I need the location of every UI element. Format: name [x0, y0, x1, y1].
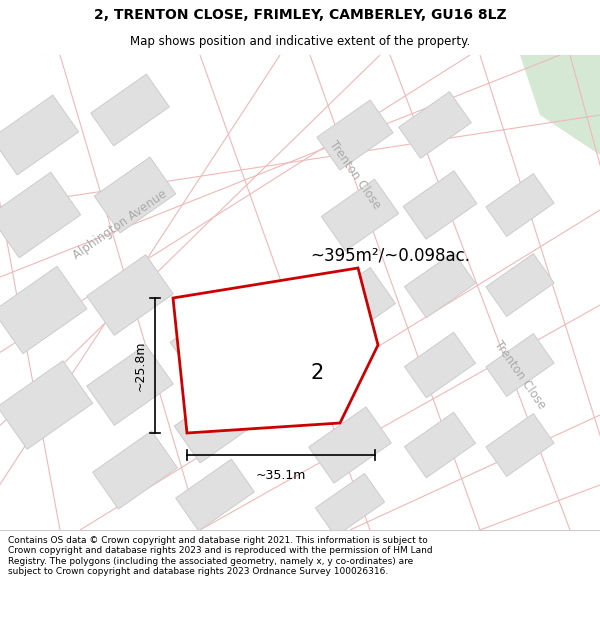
- Polygon shape: [486, 254, 554, 316]
- Polygon shape: [87, 255, 173, 335]
- Text: ~25.8m: ~25.8m: [134, 340, 147, 391]
- Polygon shape: [94, 157, 176, 233]
- Polygon shape: [91, 74, 169, 146]
- Polygon shape: [403, 171, 477, 239]
- Polygon shape: [399, 92, 471, 158]
- Text: 2, TRENTON CLOSE, FRIMLEY, CAMBERLEY, GU16 8LZ: 2, TRENTON CLOSE, FRIMLEY, CAMBERLEY, GU…: [94, 8, 506, 22]
- Text: Alphington Avenue: Alphington Avenue: [71, 188, 169, 262]
- Text: Trenton Close: Trenton Close: [326, 138, 383, 212]
- Polygon shape: [176, 459, 254, 531]
- Polygon shape: [174, 387, 256, 463]
- Polygon shape: [0, 266, 87, 354]
- Polygon shape: [170, 303, 250, 377]
- Polygon shape: [486, 414, 554, 476]
- Polygon shape: [520, 55, 600, 155]
- Polygon shape: [404, 253, 475, 318]
- Polygon shape: [309, 407, 391, 483]
- Polygon shape: [316, 474, 385, 536]
- Polygon shape: [322, 179, 398, 251]
- Polygon shape: [0, 361, 92, 449]
- Polygon shape: [173, 268, 378, 433]
- Polygon shape: [486, 174, 554, 236]
- Polygon shape: [0, 95, 79, 175]
- Polygon shape: [404, 412, 475, 478]
- Text: Contains OS data © Crown copyright and database right 2021. This information is : Contains OS data © Crown copyright and d…: [8, 536, 433, 576]
- Polygon shape: [87, 345, 173, 425]
- Polygon shape: [92, 431, 178, 509]
- Text: Trenton Close: Trenton Close: [491, 338, 548, 412]
- Polygon shape: [404, 332, 475, 398]
- Text: 2: 2: [311, 363, 324, 383]
- Polygon shape: [0, 173, 80, 258]
- Polygon shape: [317, 100, 393, 170]
- Text: ~395m²/~0.098ac.: ~395m²/~0.098ac.: [310, 246, 470, 264]
- Polygon shape: [314, 268, 395, 342]
- Text: ~35.1m: ~35.1m: [256, 469, 306, 482]
- Polygon shape: [486, 334, 554, 396]
- Text: Map shows position and indicative extent of the property.: Map shows position and indicative extent…: [130, 35, 470, 48]
